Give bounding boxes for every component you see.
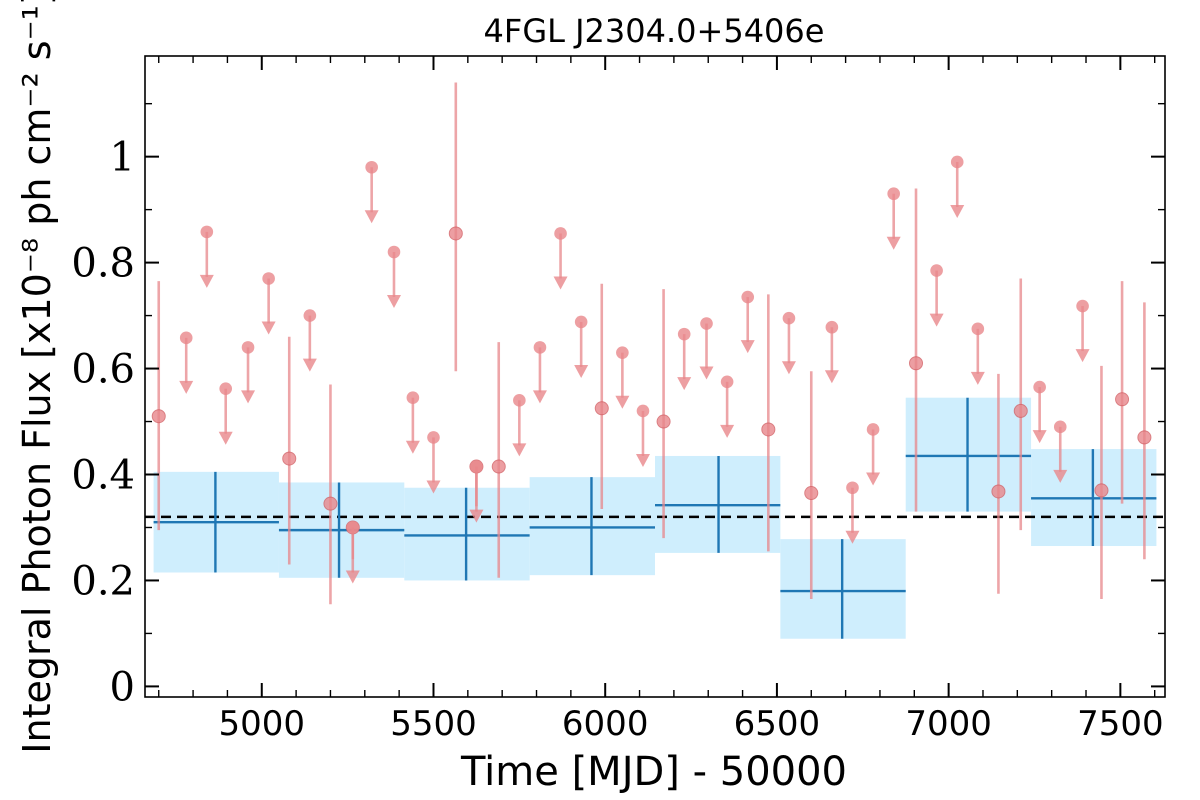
upper-limit-arrow (950, 204, 965, 218)
upper-limit-point (219, 382, 233, 395)
upper-limit-arrow (218, 431, 233, 445)
upper-limit-arrow (426, 480, 441, 494)
upper-limit-point (887, 187, 900, 201)
upper-limit-arrow (386, 295, 401, 309)
x-axis-label: Time [MJD] - 50000 (460, 749, 847, 795)
x-tick-label: 7000 (905, 704, 992, 744)
upper-limit-point (930, 264, 943, 277)
x-tick-label: 6000 (562, 704, 649, 744)
measurement-point (909, 356, 924, 371)
upper-limit-point (636, 404, 650, 418)
upper-limit-point (574, 315, 588, 329)
upper-limit-arrow (677, 377, 692, 391)
upper-limit-point (470, 460, 483, 473)
upper-limit-arrow (532, 390, 547, 404)
upper-limit-point (616, 346, 629, 359)
upper-limit-point (1076, 299, 1089, 313)
upper-limit-point (950, 155, 964, 169)
y-tick-label: 1 (110, 135, 135, 181)
measurement-point (804, 486, 819, 501)
x-tick-label: 5000 (219, 704, 306, 744)
upper-limit-arrow (405, 440, 420, 454)
measurement-point (594, 401, 609, 416)
upper-limit-arrow (469, 509, 484, 523)
x-tick-label: 7500 (1077, 704, 1164, 744)
y-tick-label: 0.6 (71, 347, 135, 393)
upper-limit-arrow (845, 530, 860, 544)
measurement-point (282, 451, 297, 466)
upper-limit-point (303, 309, 317, 322)
upper-limit-point (513, 394, 526, 407)
upper-limit-arrow (179, 380, 194, 394)
upper-limit-point (346, 521, 360, 534)
upper-limit-point (533, 341, 547, 354)
measurement-point (491, 459, 506, 474)
upper-limit-point (741, 290, 755, 304)
upper-limit-point (387, 245, 401, 259)
upper-limit-point (700, 317, 713, 330)
upper-limit-arrow (886, 236, 901, 250)
upper-limit-arrow (1053, 469, 1068, 483)
upper-limit-arrow (241, 390, 256, 404)
upper-limit-arrow (824, 370, 839, 384)
upper-limit-arrow (615, 395, 630, 409)
plot-area: 5000 5500 6000 6500 7000 7500 0 0.2 0.4 0.6 0.8 1 (71, 55, 1166, 744)
upper-limit-point (179, 331, 193, 345)
upper-limit-arrow (1075, 349, 1090, 363)
upper-limit-arrow (199, 274, 214, 288)
measurement-point (323, 496, 338, 511)
upper-limit-arrow (635, 453, 650, 467)
y-axis-label: Integral Photon Flux [x10⁻⁸ ph cm⁻² s⁻¹] (15, 0, 59, 754)
upper-limit-point (200, 225, 214, 239)
upper-limit-arrow (302, 358, 317, 372)
x-tick-label: 6500 (734, 704, 821, 744)
upper-limit-point (825, 320, 839, 334)
upper-limit-arrow (781, 361, 796, 375)
upper-limit-arrow (740, 340, 755, 354)
upper-limit-point (554, 227, 567, 240)
upper-limit-arrow (553, 276, 568, 290)
measurement-point (1094, 483, 1109, 498)
x-tick-label: 5500 (390, 704, 477, 744)
upper-limit-point (971, 322, 985, 336)
y-tick-label: 0 (110, 664, 135, 710)
upper-limit-point (262, 272, 275, 285)
upper-limit-point (1033, 380, 1046, 394)
measurement-point (656, 414, 671, 429)
upper-limit-arrow (699, 366, 714, 380)
upper-limit-arrow (512, 443, 527, 457)
upper-limit-point (866, 423, 880, 436)
upper-limit-point (846, 481, 859, 495)
upper-limit-arrow (970, 371, 985, 385)
upper-limit-arrow (1032, 430, 1047, 444)
upper-limit-point (782, 311, 796, 325)
chart-title: 4FGL J2304.0+5406e (484, 12, 825, 50)
upper-limit-arrow (574, 364, 589, 378)
upper-limit-point (365, 160, 378, 174)
upper-limit-point (1053, 420, 1067, 434)
measurement-point (991, 484, 1006, 499)
measurement-point (1137, 430, 1152, 445)
measurement-point (761, 422, 776, 437)
upper-limit-point (677, 327, 691, 341)
y-tick-label: 0.4 (71, 453, 135, 499)
upper-limit-arrow (866, 472, 881, 486)
upper-limit-arrow (929, 313, 944, 327)
upper-limit-arrow (720, 424, 735, 438)
measurement-point (1013, 403, 1028, 418)
upper-limit-arrow (345, 570, 360, 584)
upper-limit-point (427, 431, 440, 444)
upper-limit-point (720, 375, 734, 389)
plot-frame (144, 55, 1166, 698)
upper-limit-arrow (261, 321, 276, 335)
measurement-point (1115, 392, 1130, 407)
y-tick-label: 0.8 (71, 241, 135, 287)
measurement-point (151, 409, 166, 424)
y-tick-label: 0.2 (71, 558, 135, 604)
measurement-point (448, 226, 463, 241)
upper-limit-arrow (364, 210, 379, 224)
upper-limit-point (241, 341, 255, 354)
upper-limit-point (406, 391, 420, 404)
